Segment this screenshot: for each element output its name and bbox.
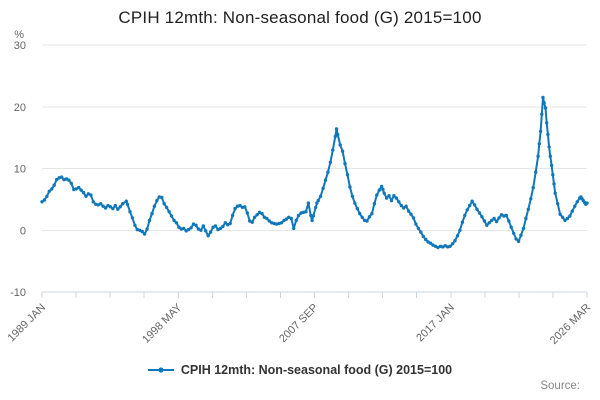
source-label: Source:	[540, 380, 580, 392]
data-point-markers[interactable]	[40, 95, 589, 250]
x-axis-tick-label: 2017 JAN	[414, 302, 457, 345]
plot-area: 30 20 10 0 -10 1989 JAN 1998 MAY 2007 SEP 2017 J…	[5, 40, 593, 347]
legend-label: CPIH 12mth: Non-seasonal food (G) 2015=1…	[180, 363, 453, 377]
x-axis-tick-label: 1989 JAN	[5, 302, 48, 345]
x-axis-labels: 1989 JAN 1998 MAY 2007 SEP 2017 JAN 2026 MAR	[5, 301, 593, 347]
x-axis-tick-label: 1998 MAY	[140, 301, 185, 346]
legend-item[interactable]: CPIH 12mth: Non-seasonal food (G) 2015=1…	[0, 363, 600, 377]
y-axis-tick-label: 30	[14, 40, 26, 52]
y-axis-labels: 30 20 10 0 -10	[10, 40, 26, 299]
y-gridlines	[42, 44, 587, 231]
legend-line-marker-icon	[147, 367, 174, 373]
y-axis-tick-label: -10	[10, 287, 26, 299]
y-axis-tick-label: 20	[14, 102, 26, 114]
y-axis-tick-label: 10	[14, 164, 26, 176]
y-axis-tick-label: 0	[20, 225, 26, 237]
chart-title: CPIH 12mth: Non-seasonal food (G) 2015=1…	[118, 8, 482, 27]
x-axis-tick-label: 2026 MAR	[548, 302, 593, 347]
x-axis-tick-label: 2007 SEP	[277, 302, 321, 346]
series-line[interactable]	[41, 96, 588, 249]
y-axis-unit-label: %	[14, 29, 24, 41]
x-axis-ticks	[41, 292, 588, 298]
